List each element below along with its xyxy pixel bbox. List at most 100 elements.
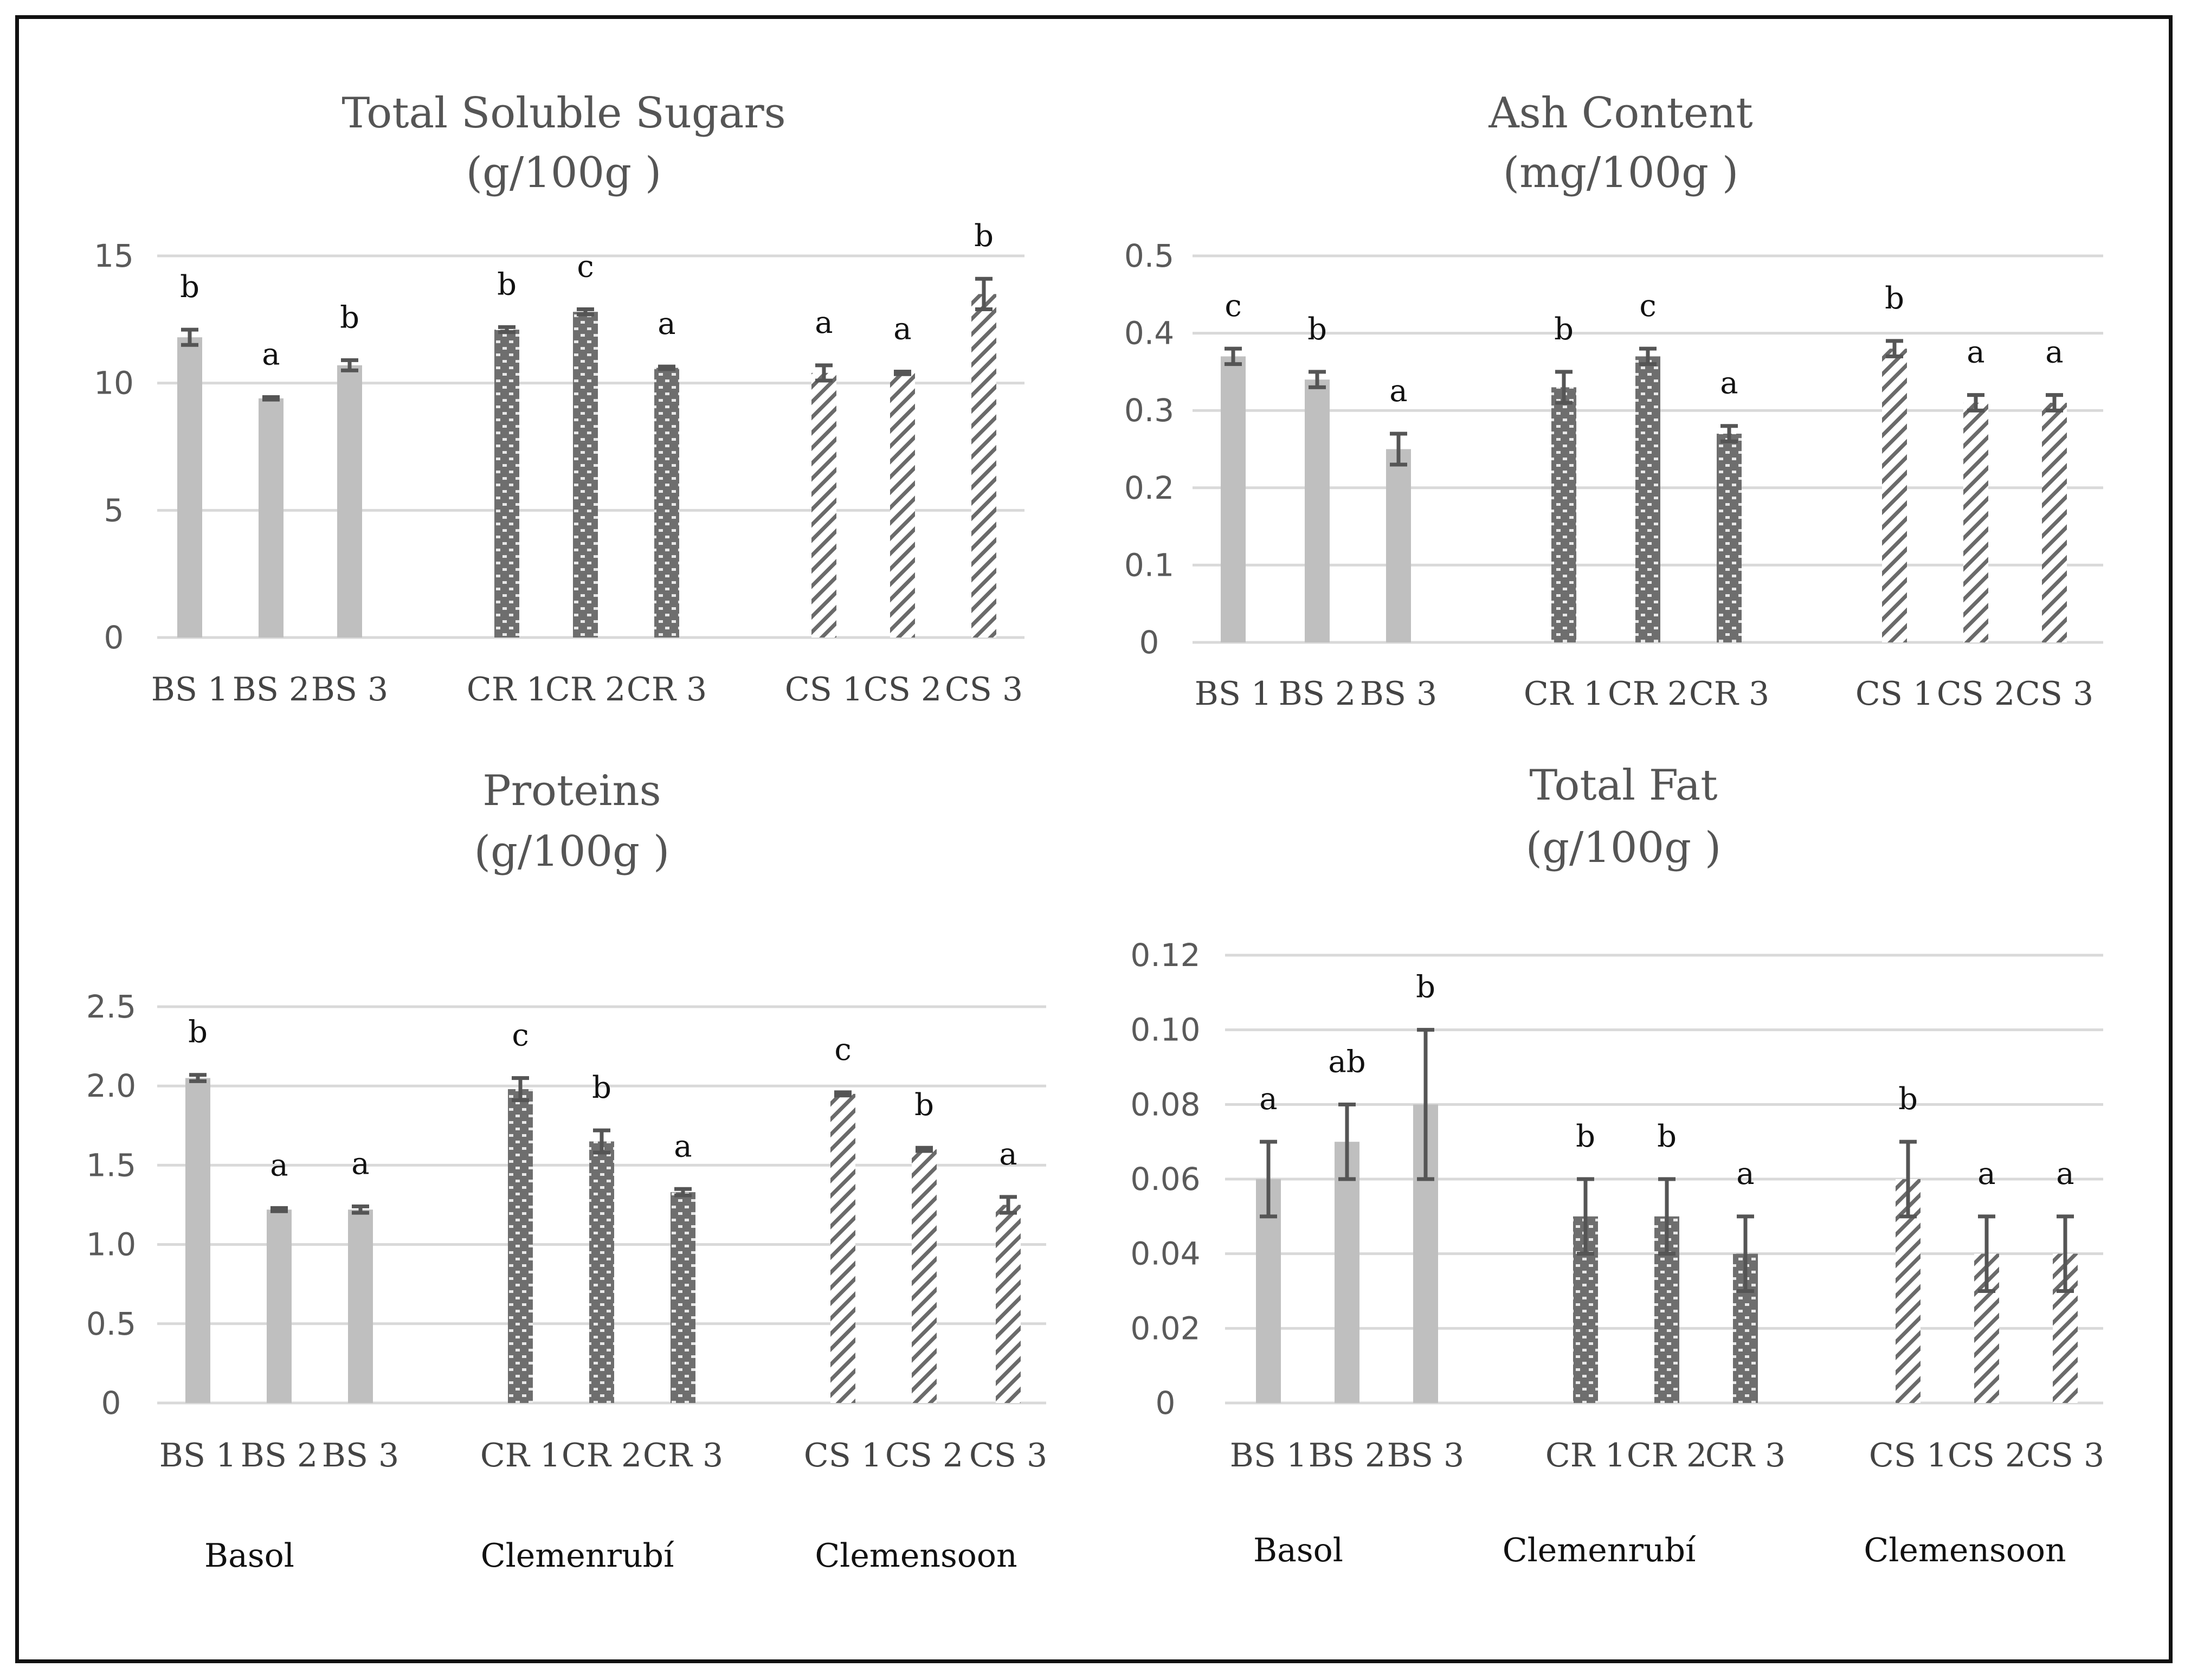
bar-bs-1 bbox=[1221, 356, 1246, 642]
y-tick-label: 5 bbox=[104, 492, 124, 529]
significance-letter-cr-1: b bbox=[1576, 1119, 1595, 1154]
y-tick-label: 0.08 bbox=[1130, 1086, 1200, 1123]
x-tick-label: CS 2 bbox=[1937, 675, 2015, 713]
error-bar-cs-3 bbox=[2057, 1214, 2074, 1293]
chart-unit: (g/100g ) bbox=[1526, 823, 1722, 872]
bar-cs-1 bbox=[811, 372, 836, 638]
x-tick-label: CR 3 bbox=[627, 671, 707, 709]
significance-letter-bs-3: b bbox=[1416, 970, 1435, 1005]
significance-letter-cs-3: a bbox=[999, 1137, 1017, 1172]
bar-cr-1 bbox=[508, 1089, 533, 1403]
significance-letter-bs-3: a bbox=[351, 1146, 369, 1181]
bar-bs-2 bbox=[1305, 379, 1330, 642]
y-tick-label: 0.4 bbox=[1124, 315, 1174, 352]
bar-bs-2 bbox=[1335, 1142, 1359, 1403]
y-tick-label: 0.2 bbox=[1124, 469, 1174, 506]
error-bar-bs-2 bbox=[1309, 370, 1326, 389]
group-label: Clemenrubí bbox=[1503, 1531, 1696, 1569]
error-bar-cs-2 bbox=[916, 1145, 933, 1153]
x-tick-label: CS 3 bbox=[2026, 1437, 2104, 1475]
significance-letter-cs-2: b bbox=[914, 1087, 934, 1123]
error-bar-cs-1 bbox=[834, 1090, 852, 1098]
bar-cs-2 bbox=[912, 1149, 937, 1403]
bar-bs-3 bbox=[348, 1209, 373, 1403]
x-tick-label: CR 2 bbox=[562, 1437, 642, 1475]
significance-letter-cs-1: b bbox=[1898, 1082, 1918, 1117]
bar-cr-1 bbox=[494, 330, 519, 638]
significance-letter-cr-3: a bbox=[1736, 1156, 1754, 1192]
figure-frame bbox=[15, 15, 2173, 1663]
x-tick-label: BS 2 bbox=[241, 1437, 318, 1475]
x-tick-label: BS 1 bbox=[1195, 675, 1272, 713]
error-bar-cs-1 bbox=[1899, 1140, 1917, 1219]
significance-letter-bs-1: b bbox=[180, 269, 199, 305]
significance-letter-cs-3: a bbox=[2056, 1156, 2074, 1192]
y-tick-label: 0 bbox=[104, 619, 124, 656]
bar-cr-2 bbox=[1635, 356, 1660, 642]
y-tick-label: 0.1 bbox=[1124, 546, 1174, 583]
x-tick-label: CS 3 bbox=[969, 1437, 1047, 1475]
y-tick-label: 0.04 bbox=[1130, 1235, 1200, 1272]
error-bar-bs-1 bbox=[1225, 346, 1242, 366]
x-tick-label: CR 3 bbox=[1689, 675, 1769, 713]
bar-cs-1 bbox=[1882, 349, 1907, 642]
chart-title: Ash Content bbox=[1488, 89, 1752, 138]
y-tick-label: 0.10 bbox=[1130, 1012, 1200, 1048]
bar-bs-2 bbox=[259, 398, 283, 638]
error-bar-cs-2 bbox=[894, 370, 911, 376]
significance-letter-cr-2: c bbox=[577, 249, 594, 285]
error-bar-bs-3 bbox=[1390, 432, 1407, 467]
error-bar-cr-1 bbox=[512, 1076, 529, 1103]
chart-panel-3: Proteins (g/100g ) 0 0.5 1.0 1.5 2.0 2.5 b BS 1 a B… bbox=[86, 767, 1047, 1575]
x-tick-label: BS 3 bbox=[1387, 1437, 1464, 1475]
error-bar-cr-3 bbox=[658, 364, 675, 371]
bar-cs-3 bbox=[2042, 402, 2067, 642]
significance-letter-cr-1: c bbox=[512, 1018, 529, 1053]
significance-letter-bs-2: ab bbox=[1328, 1044, 1365, 1079]
y-tick-label: 2.0 bbox=[86, 1067, 136, 1104]
y-tick-label: 0.12 bbox=[1130, 937, 1200, 974]
x-tick-label: BS 3 bbox=[322, 1437, 399, 1475]
chart-panel-2: Ash Content (mg/100g ) 0 0.1 0.2 0.3 0.4 0.5 c BS… bbox=[1124, 89, 2103, 713]
x-tick-label: CS 1 bbox=[1869, 1437, 1947, 1475]
x-tick-label: CS 2 bbox=[863, 671, 942, 709]
x-tick-label: CR 2 bbox=[1608, 675, 1688, 713]
significance-letter-cr-3: a bbox=[658, 306, 675, 342]
error-bar-bs-2 bbox=[270, 1206, 288, 1213]
bar-cr-2 bbox=[573, 312, 598, 638]
y-tick-label: 1.0 bbox=[86, 1226, 136, 1263]
x-tick-label: BS 2 bbox=[1309, 1437, 1386, 1475]
error-bar-cs-1 bbox=[1886, 339, 1903, 358]
error-bar-cr-1 bbox=[498, 325, 515, 334]
significance-letter-cr-1: b bbox=[497, 267, 517, 302]
x-tick-label: CS 2 bbox=[1948, 1437, 2026, 1475]
y-tick-label: 0.06 bbox=[1130, 1161, 1200, 1198]
bar-cr-3 bbox=[1717, 433, 1742, 642]
error-bar-cs-3 bbox=[2046, 393, 2063, 413]
significance-letter-cr-2: c bbox=[1639, 288, 1656, 324]
x-tick-label: CR 2 bbox=[545, 671, 626, 709]
significance-letter-cs-1: c bbox=[834, 1032, 851, 1067]
significance-letter-cs-1: a bbox=[815, 305, 833, 340]
error-bar-bs-2 bbox=[262, 395, 280, 402]
group-label: Basol bbox=[1253, 1531, 1343, 1569]
error-bar-bs-3 bbox=[352, 1204, 369, 1215]
significance-letter-cr-1: b bbox=[1554, 312, 1574, 347]
bar-bs-2 bbox=[267, 1209, 292, 1403]
significance-letter-cr-3: a bbox=[674, 1129, 692, 1164]
bar-bs-3 bbox=[337, 365, 362, 638]
x-tick-label: CR 3 bbox=[1705, 1437, 1786, 1475]
x-tick-label: CS 3 bbox=[2015, 675, 2093, 713]
y-tick-label: 10 bbox=[94, 365, 134, 402]
y-tick-label: 0 bbox=[101, 1385, 121, 1421]
chart-title: Proteins bbox=[482, 767, 661, 815]
bar-cs-1 bbox=[830, 1093, 855, 1403]
significance-letter-bs-2: a bbox=[262, 337, 280, 372]
x-tick-label: BS 3 bbox=[1360, 675, 1437, 713]
chart-panel-1: Total Soluble Sugars (g/100g ) 0 5 10 15 b BS 1… bbox=[94, 89, 1024, 709]
x-tick-label: BS 3 bbox=[311, 671, 388, 709]
error-bar-cs-2 bbox=[1978, 1214, 1995, 1293]
bar-cs-2 bbox=[890, 372, 915, 638]
error-bar-cr-3 bbox=[1720, 424, 1738, 443]
